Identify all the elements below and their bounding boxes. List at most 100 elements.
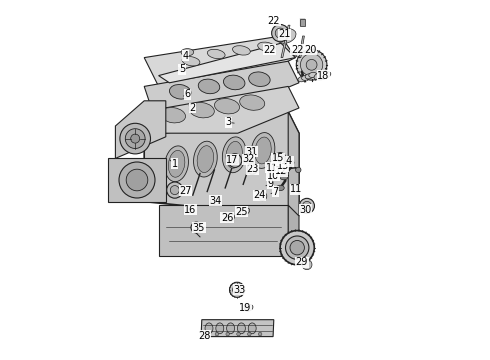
Ellipse shape (205, 323, 213, 334)
Text: 5: 5 (179, 64, 185, 74)
Text: 21: 21 (278, 29, 291, 39)
Ellipse shape (309, 72, 317, 77)
Ellipse shape (295, 167, 301, 173)
Ellipse shape (126, 169, 148, 191)
Text: 32: 32 (243, 154, 255, 164)
Text: 7: 7 (272, 186, 279, 197)
Ellipse shape (198, 79, 220, 94)
Text: 11: 11 (290, 184, 302, 194)
Text: 14: 14 (281, 156, 294, 166)
Ellipse shape (226, 141, 243, 168)
Ellipse shape (277, 155, 283, 161)
Ellipse shape (171, 186, 179, 195)
Ellipse shape (275, 153, 286, 163)
Ellipse shape (167, 182, 183, 198)
Ellipse shape (248, 72, 270, 86)
Text: 23: 23 (246, 164, 258, 174)
Polygon shape (144, 112, 299, 216)
Ellipse shape (232, 46, 250, 55)
Ellipse shape (258, 192, 267, 201)
Ellipse shape (277, 29, 296, 43)
Text: 22: 22 (263, 45, 276, 55)
Ellipse shape (301, 75, 309, 80)
Ellipse shape (240, 208, 250, 215)
Polygon shape (288, 205, 299, 259)
Text: 31: 31 (245, 147, 258, 157)
Text: 22: 22 (291, 45, 303, 55)
Ellipse shape (247, 332, 251, 336)
Polygon shape (144, 61, 299, 108)
Text: 18: 18 (318, 71, 330, 81)
Ellipse shape (244, 305, 253, 311)
Ellipse shape (258, 42, 275, 51)
Polygon shape (299, 36, 304, 58)
Ellipse shape (125, 129, 145, 149)
Ellipse shape (275, 28, 285, 38)
Ellipse shape (238, 323, 245, 334)
Text: 4: 4 (183, 51, 189, 61)
Ellipse shape (194, 141, 217, 177)
Ellipse shape (280, 175, 288, 180)
Text: 27: 27 (179, 186, 192, 196)
Text: 11: 11 (266, 163, 278, 173)
Ellipse shape (120, 123, 150, 154)
Polygon shape (116, 101, 166, 158)
Text: 20: 20 (304, 45, 317, 55)
Polygon shape (108, 158, 166, 202)
Text: 35: 35 (193, 222, 205, 233)
Ellipse shape (204, 332, 208, 336)
Ellipse shape (302, 202, 312, 210)
Ellipse shape (233, 285, 242, 294)
Ellipse shape (240, 95, 265, 110)
Ellipse shape (245, 157, 255, 163)
Ellipse shape (191, 222, 202, 233)
Polygon shape (288, 112, 299, 216)
Ellipse shape (302, 260, 312, 270)
Ellipse shape (165, 146, 189, 182)
Text: 1: 1 (172, 159, 178, 169)
Text: 28: 28 (198, 330, 211, 341)
Text: 17: 17 (226, 155, 239, 165)
Ellipse shape (280, 231, 314, 265)
Ellipse shape (215, 332, 219, 336)
Ellipse shape (231, 157, 239, 164)
Text: 22: 22 (268, 16, 280, 26)
Text: 34: 34 (209, 196, 221, 206)
Ellipse shape (207, 49, 225, 59)
Ellipse shape (271, 24, 289, 42)
Ellipse shape (182, 57, 200, 66)
Polygon shape (159, 43, 295, 83)
Ellipse shape (299, 198, 315, 213)
Ellipse shape (286, 236, 309, 259)
Ellipse shape (286, 160, 294, 166)
Text: 3: 3 (226, 117, 232, 127)
Ellipse shape (248, 149, 256, 157)
Text: 2: 2 (190, 103, 196, 113)
Ellipse shape (298, 77, 306, 82)
Ellipse shape (255, 137, 271, 164)
Ellipse shape (314, 71, 331, 80)
Text: 29: 29 (295, 257, 308, 267)
Text: 26: 26 (221, 213, 233, 223)
Ellipse shape (305, 74, 313, 79)
Ellipse shape (247, 164, 257, 174)
Text: 33: 33 (233, 285, 245, 295)
Ellipse shape (258, 332, 262, 336)
Text: 25: 25 (235, 207, 247, 217)
Text: 12: 12 (275, 166, 287, 176)
Ellipse shape (170, 85, 191, 99)
Ellipse shape (296, 50, 327, 80)
Ellipse shape (276, 185, 284, 191)
Ellipse shape (227, 323, 235, 334)
Ellipse shape (181, 49, 194, 56)
Ellipse shape (229, 282, 245, 297)
Ellipse shape (189, 103, 214, 118)
Text: 24: 24 (253, 190, 266, 200)
Ellipse shape (211, 196, 220, 204)
Polygon shape (300, 19, 305, 26)
Ellipse shape (169, 150, 185, 177)
Ellipse shape (223, 75, 245, 90)
Ellipse shape (226, 332, 229, 336)
Ellipse shape (197, 146, 214, 172)
Polygon shape (159, 205, 288, 256)
